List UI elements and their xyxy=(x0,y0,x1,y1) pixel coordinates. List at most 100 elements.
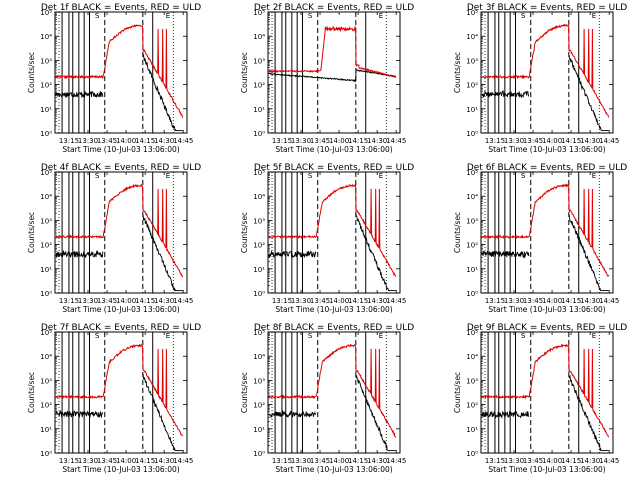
x-tick-label: 14:30 xyxy=(367,137,387,145)
plot-frame xyxy=(267,171,401,294)
x-tick-label: 14:15 xyxy=(348,297,368,305)
y-tick-label: 10⁵ xyxy=(40,169,52,177)
chart-title: Det 7f BLACK = Events, RED = ULD xyxy=(41,323,201,333)
series-events-line xyxy=(481,55,609,132)
x-axis-label: Start Time (10-Jul-03 13:06:00) xyxy=(275,145,392,154)
annotation-label: E xyxy=(592,12,596,20)
x-tick-label: 13:30 xyxy=(291,457,311,465)
chart-title: Det 1f BLACK = Events, RED = ULD xyxy=(41,3,201,13)
y-tick-label: 10¹ xyxy=(40,426,52,434)
y-tick-label: 10⁰ xyxy=(253,290,265,298)
annotation-label: S xyxy=(308,12,313,20)
x-tick-label: 14:45 xyxy=(599,457,619,465)
x-tick-label: 13:45 xyxy=(310,457,330,465)
annotation-label: S xyxy=(521,12,526,20)
y-tick-label: 10³ xyxy=(40,57,52,65)
x-tick-label: 14:15 xyxy=(135,297,155,305)
y-tick-label: 10³ xyxy=(40,217,52,225)
y-tick-label: 10³ xyxy=(466,217,478,225)
chart-title: Det 2f BLACK = Events, RED = ULD xyxy=(254,3,414,13)
x-tick-label: 13:45 xyxy=(97,457,117,465)
annotation-label: E xyxy=(379,332,383,340)
y-tick-label: 10⁴ xyxy=(466,33,478,41)
y-tick-label: 10⁰ xyxy=(466,290,478,298)
y-tick-label: 10³ xyxy=(253,57,265,65)
y-axis-label: Counts/sec xyxy=(453,212,462,253)
series-uld-line xyxy=(55,183,184,278)
y-tick-label: 10¹ xyxy=(466,266,478,274)
annotation-label: E xyxy=(379,12,383,20)
y-tick-label: 10⁵ xyxy=(40,329,52,337)
x-tick-label: 14:00 xyxy=(542,457,562,465)
y-axis-label: Counts/sec xyxy=(240,372,249,413)
y-tick-label: 10⁵ xyxy=(253,9,265,17)
y-tick-label: 10⁵ xyxy=(253,169,265,177)
x-tick-label: 14:30 xyxy=(154,297,174,305)
y-tick-label: 10⁴ xyxy=(253,353,265,361)
plot-frame xyxy=(480,11,614,134)
series-events-line xyxy=(268,214,396,292)
x-tick-label: 14:45 xyxy=(386,137,406,145)
y-tick-label: 10¹ xyxy=(40,266,52,274)
chart-title: Det 5f BLACK = Events, RED = ULD xyxy=(254,163,414,173)
x-tick-label: 14:00 xyxy=(542,297,562,305)
y-tick-label: 10² xyxy=(253,82,265,90)
y-tick-label: 10³ xyxy=(466,57,478,65)
annotation-label: E xyxy=(379,172,383,180)
annotation-label: E xyxy=(166,332,170,340)
series-uld-line xyxy=(268,25,397,78)
plot-frame xyxy=(267,331,401,454)
y-axis-label: Counts/sec xyxy=(453,372,462,413)
x-tick-label: 14:30 xyxy=(367,297,387,305)
series-uld-line xyxy=(481,183,610,277)
y-axis-label: Counts/sec xyxy=(240,52,249,93)
x-tick-label: 13:30 xyxy=(78,297,98,305)
series-uld-line xyxy=(55,24,184,119)
x-axis-label: Start Time (10-Jul-03 13:06:00) xyxy=(275,305,392,314)
x-tick-label: 13:30 xyxy=(78,137,98,145)
series-events-line xyxy=(481,214,609,292)
y-tick-label: 10⁰ xyxy=(40,450,52,458)
x-axis-label: Start Time (10-Jul-03 13:06:00) xyxy=(62,465,179,474)
annotation-label: S xyxy=(95,332,100,340)
x-axis-label: Start Time (10-Jul-03 13:06:00) xyxy=(275,465,392,474)
x-tick-label: 14:15 xyxy=(561,137,581,145)
x-tick-label: 13:15 xyxy=(485,297,505,305)
x-tick-label: 14:00 xyxy=(329,137,349,145)
y-tick-label: 10¹ xyxy=(253,266,265,274)
x-tick-label: 13:45 xyxy=(310,137,330,145)
y-tick-label: 10³ xyxy=(253,217,265,225)
y-axis-label: Counts/sec xyxy=(240,212,249,253)
x-tick-label: 13:45 xyxy=(97,297,117,305)
y-tick-label: 10⁴ xyxy=(40,33,52,41)
y-tick-label: 10⁴ xyxy=(253,193,265,201)
annotation-label: S xyxy=(95,12,100,20)
x-tick-label: 13:45 xyxy=(523,137,543,145)
series-events-line xyxy=(268,375,396,452)
x-tick-label: 14:00 xyxy=(116,457,136,465)
chart-title: Det 4f BLACK = Events, RED = ULD xyxy=(41,163,201,173)
plot-frame xyxy=(480,331,614,454)
x-tick-label: 13:30 xyxy=(78,457,98,465)
annotation-label: S xyxy=(308,332,313,340)
x-tick-label: 13:15 xyxy=(272,297,292,305)
y-tick-label: 10⁴ xyxy=(253,33,265,41)
y-tick-label: 10² xyxy=(466,402,478,410)
x-tick-label: 14:45 xyxy=(173,457,193,465)
annotation-label: S xyxy=(521,172,526,180)
x-tick-label: 14:30 xyxy=(580,137,600,145)
x-tick-label: 14:15 xyxy=(348,457,368,465)
x-tick-label: 14:00 xyxy=(542,137,562,145)
x-tick-label: 13:45 xyxy=(523,457,543,465)
y-axis-label: Counts/sec xyxy=(27,372,36,413)
series-events-line xyxy=(55,214,183,292)
x-axis-label: Start Time (10-Jul-03 13:06:00) xyxy=(488,305,605,314)
x-tick-label: 14:30 xyxy=(580,297,600,305)
